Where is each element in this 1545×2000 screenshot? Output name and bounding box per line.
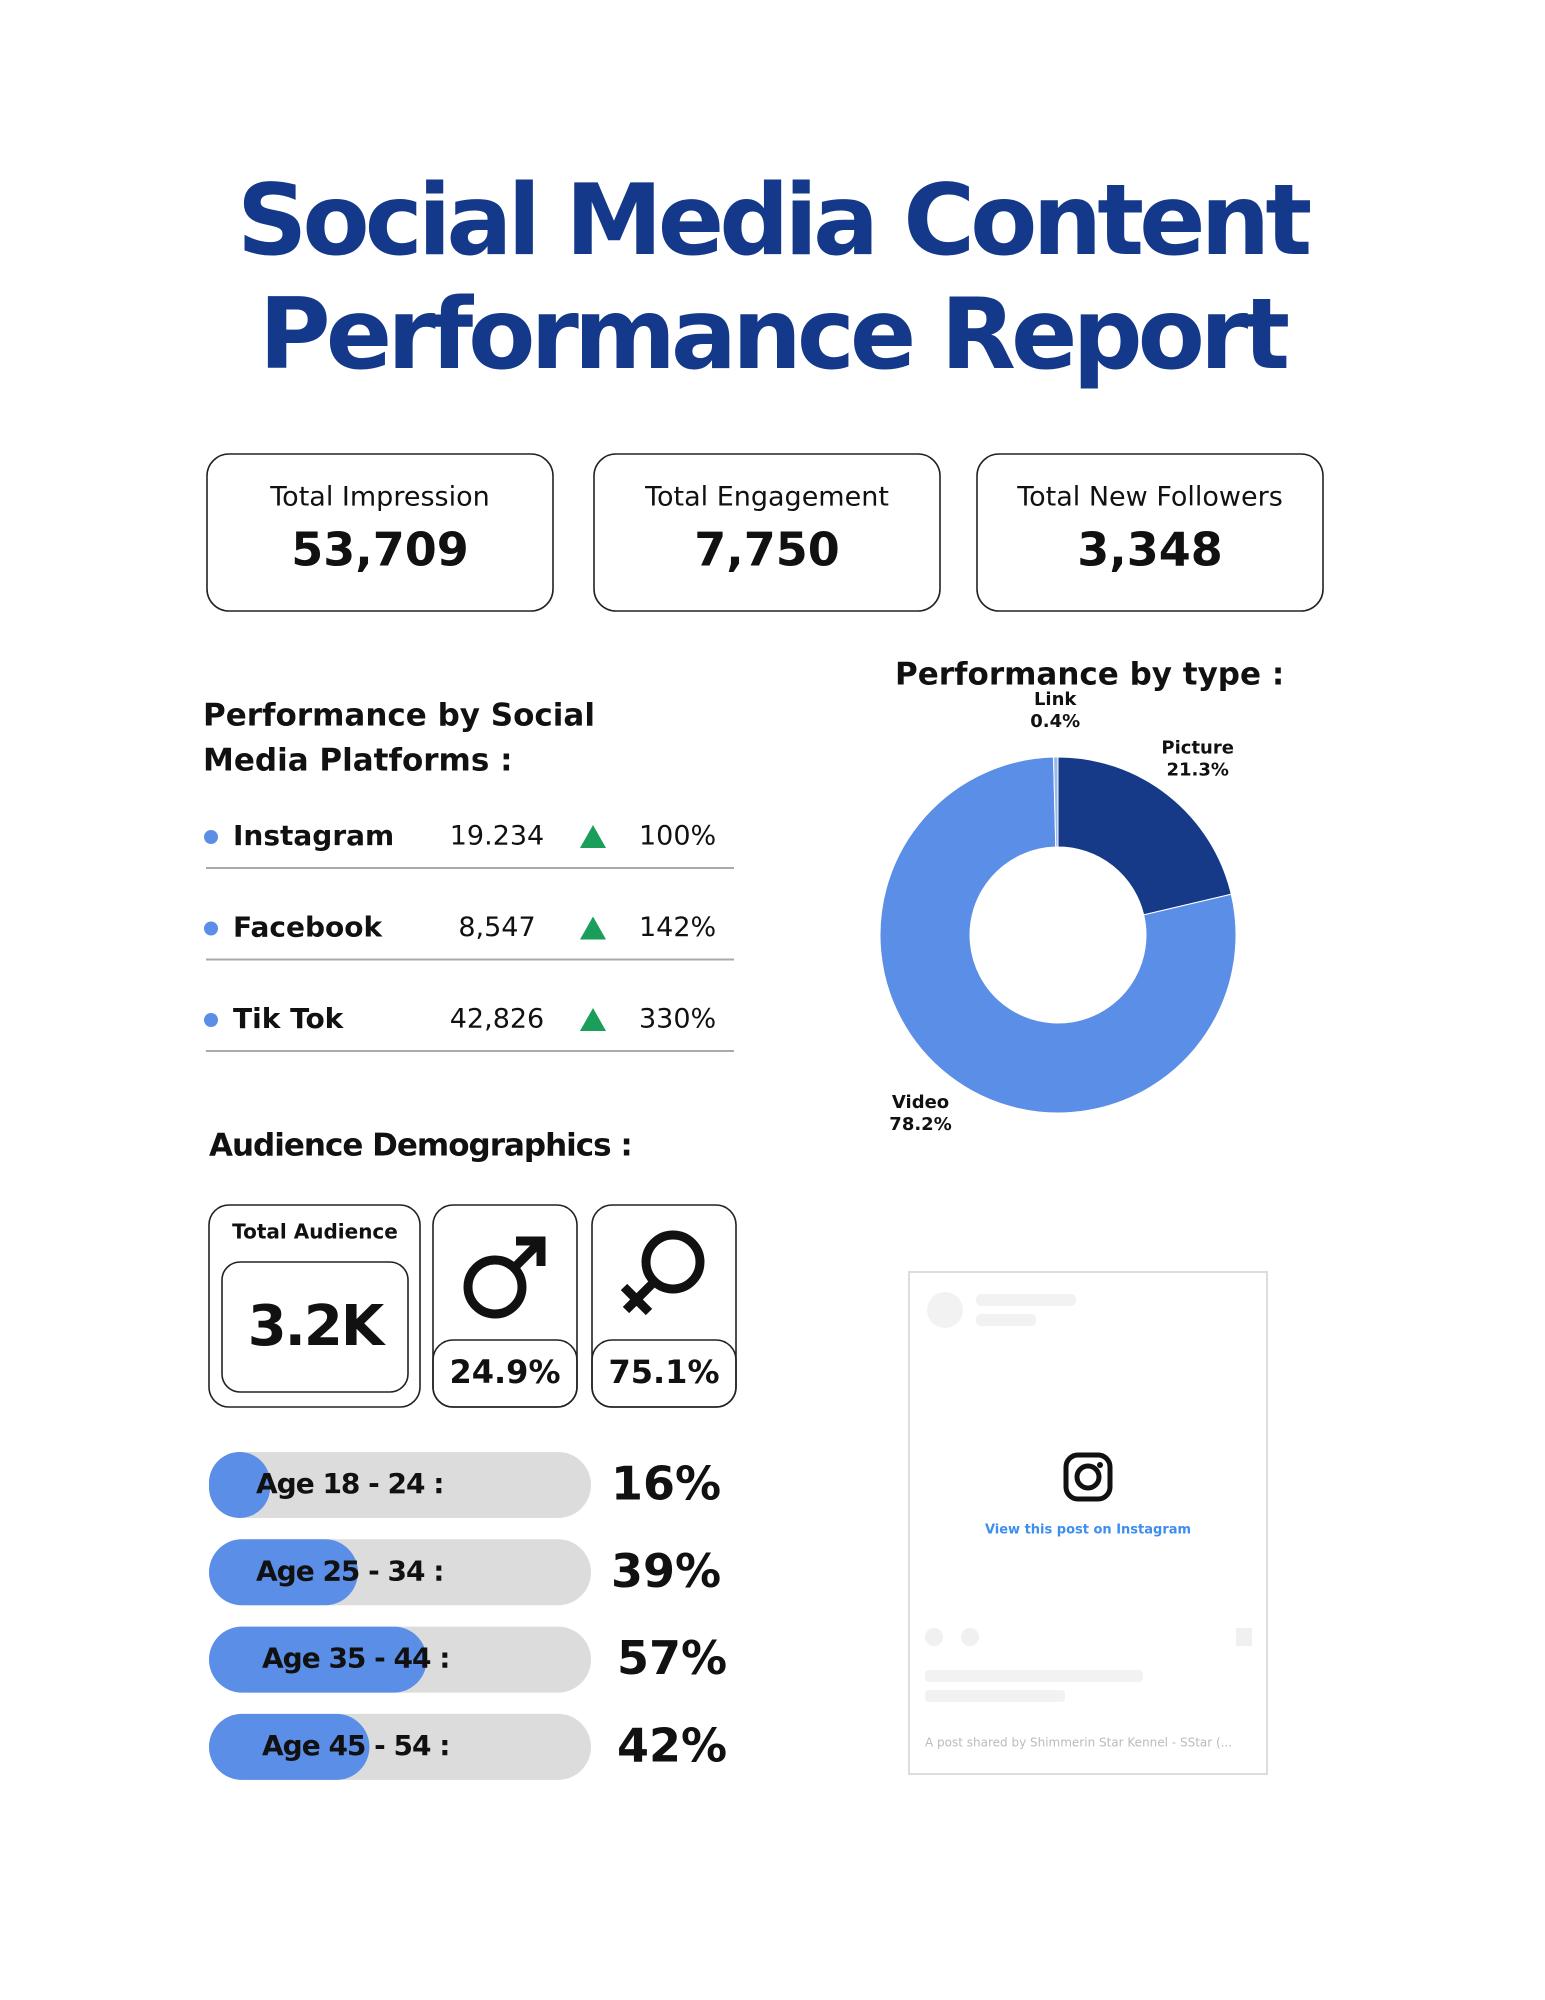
age-bar: [209, 1539, 358, 1606]
platform-change: 330%: [639, 1004, 716, 1035]
age-label: Age 18 - 24 :: [256, 1467, 443, 1500]
age-track: [209, 1452, 591, 1518]
section-heading: Audience Demographics :: [209, 1128, 632, 1164]
stat-value: 7,750: [694, 523, 840, 577]
bullet: [204, 921, 218, 936]
stat-box: [976, 453, 1324, 612]
platform-value: 8,547: [458, 912, 535, 943]
instagram-link[interactable]: View this post on Instagram: [985, 1523, 1191, 1538]
age-bar: [209, 1626, 427, 1693]
stat-label: Total Engagement: [644, 482, 889, 513]
age-label: Age 45 - 54 :: [262, 1729, 449, 1762]
stat-value: 53,709: [291, 523, 469, 577]
total-label: Total Audience: [232, 1220, 398, 1244]
bullet: [204, 1013, 218, 1027]
male-icon: [463, 1236, 546, 1319]
slice-label: Video: [892, 1092, 949, 1113]
bullet: [204, 830, 218, 844]
age-bar: [209, 1452, 271, 1518]
age-value: 57%: [617, 1631, 727, 1685]
platform-change: 100%: [639, 821, 716, 852]
total-value: 3.2K: [248, 1294, 387, 1359]
donut-slice: [879, 756, 1237, 1114]
up-arrow: [580, 825, 606, 848]
age-label: Age 25 - 34 :: [256, 1554, 443, 1587]
slice-value: 78.2%: [889, 1114, 951, 1135]
section-heading: Media Platforms :: [203, 743, 513, 779]
slice-value: 0.4%: [1030, 711, 1080, 732]
donut-slice: [1053, 756, 1059, 848]
slice-value: 21.3%: [1166, 760, 1228, 781]
chart-title: Performance by type :: [895, 657, 1284, 693]
male-value: 24.9%: [449, 1353, 560, 1391]
age-bar: [209, 1713, 370, 1780]
female-icon: [620, 1230, 705, 1316]
donut-slice: [1057, 756, 1232, 916]
title: Performance Report: [259, 278, 1288, 392]
up-arrow: [580, 1008, 606, 1031]
instagram-embed: [908, 1271, 1268, 1775]
platform-name: Tik Tok: [233, 1002, 345, 1035]
female-value: 75.1%: [608, 1353, 719, 1391]
age-value: 16%: [611, 1457, 721, 1511]
stat-value: 3,348: [1077, 523, 1223, 577]
age-label: Age 35 - 44 :: [262, 1642, 449, 1675]
slice-label: Picture: [1161, 738, 1234, 759]
instagram-caption: A post shared by Shimmerin Star Kennel -…: [925, 1736, 1232, 1750]
stat-box: [593, 453, 941, 612]
platform-value: 42,826: [450, 1004, 544, 1035]
up-arrow: [580, 916, 606, 940]
age-value: 39%: [611, 1544, 721, 1598]
stat-label: Total New Followers: [1016, 482, 1283, 513]
platform-name: Facebook: [233, 911, 383, 944]
platform-name: Instagram: [233, 819, 394, 852]
platform-change: 142%: [639, 912, 716, 943]
slice-label: Link: [1034, 689, 1077, 710]
stat-box: [206, 453, 554, 612]
female-inner: [591, 1339, 737, 1408]
title: Social Media Content: [237, 164, 1311, 278]
section-heading: Performance by Social: [203, 698, 595, 734]
total-box: [208, 1204, 421, 1408]
male-inner: [432, 1339, 578, 1408]
total-inner: [221, 1261, 409, 1393]
platform-value: 19.234: [450, 821, 544, 852]
stat-label: Total Impression: [269, 482, 489, 513]
age-value: 42%: [617, 1718, 727, 1772]
